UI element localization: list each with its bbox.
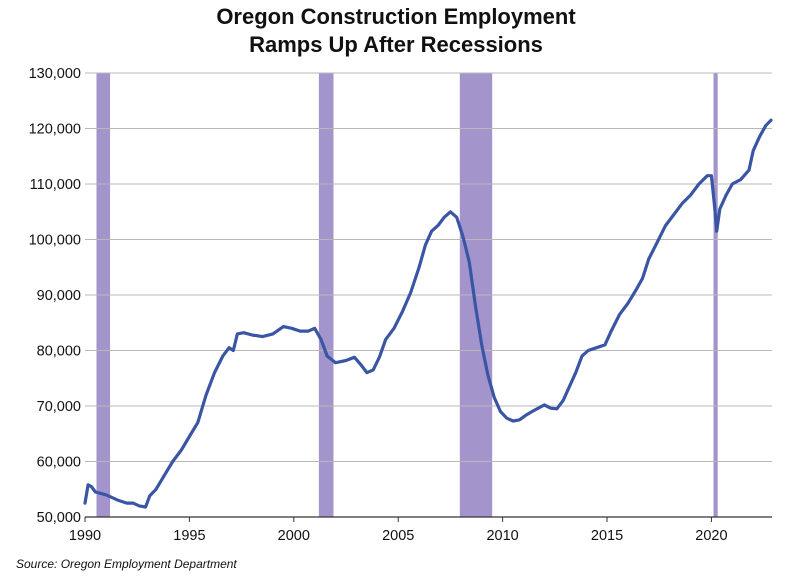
x-tick-label-0: 1990 <box>69 528 101 544</box>
y-tick-label-4: 90,000 <box>37 288 81 304</box>
x-axis-ticks: 1990 1995 2000 2005 2010 2015 2020 <box>69 517 728 544</box>
y-tick-label-1: 60,000 <box>37 455 81 471</box>
grid-lines <box>85 72 772 518</box>
chart-title-line-1: Oregon Construction Employment <box>216 4 576 29</box>
y-tick-label-3: 80,000 <box>37 344 81 360</box>
y-tick-label-6: 110,000 <box>30 177 81 193</box>
x-tick-label-5: 2015 <box>591 528 623 544</box>
series-line-1 <box>83 118 773 509</box>
series-layer <box>83 118 773 509</box>
x-tick-label-2: 2000 <box>278 528 310 544</box>
chart-title-line-2: Ramps Up After Recessions <box>249 32 543 57</box>
y-tick-label-2: 70,000 <box>37 399 81 415</box>
source-note: Source: Oregon Employment Department <box>16 557 237 571</box>
y-axis-ticks: 50,000 60,000 70,000 80,000 90,000 100,000 110… <box>29 66 81 526</box>
x-tick-label-3: 2005 <box>382 528 414 544</box>
y-tick-label-0: 50,000 <box>37 510 81 526</box>
y-tick-label-8: 130,000 <box>29 66 81 82</box>
x-tick-label-1: 1995 <box>173 528 205 544</box>
x-tick-label-6: 2020 <box>695 528 727 544</box>
y-tick-label-5: 100,000 <box>29 233 81 249</box>
y-tick-label-7: 120,000 <box>29 122 81 138</box>
x-tick-label-4: 2010 <box>486 528 518 544</box>
